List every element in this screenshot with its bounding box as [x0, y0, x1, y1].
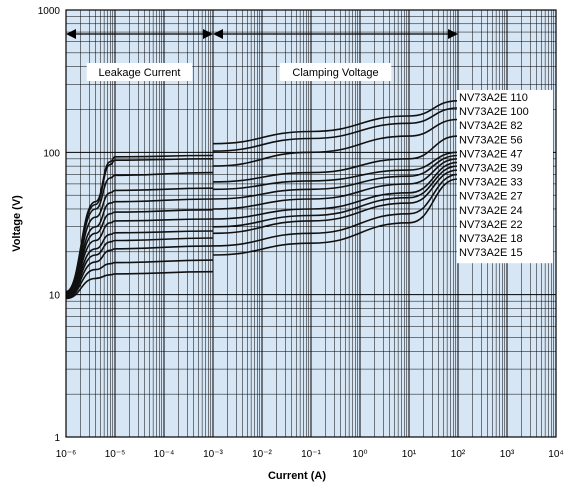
series-leakage-segment — [65, 270, 214, 300]
x-axis-title: Current (A) — [268, 470, 326, 482]
series-clamp-segment — [212, 165, 459, 228]
series-clamp-segment — [212, 100, 459, 145]
arrow-right-icon — [448, 29, 458, 39]
legend-entry: NV73A2E 27 — [459, 191, 523, 203]
series-leakage-segment — [65, 237, 214, 298]
series-clamp-segment — [212, 135, 459, 183]
series-line — [65, 135, 459, 295]
legend-entry: NV73A2E 24 — [459, 205, 523, 217]
x-tick-label: 10³ — [500, 449, 515, 460]
series-layer — [65, 100, 459, 300]
series-line — [65, 154, 459, 296]
series-line — [65, 173, 459, 299]
x-tick-label: 10¹ — [402, 449, 417, 460]
series-line — [65, 165, 459, 298]
series-clamp-segment — [212, 158, 459, 210]
series-line — [65, 118, 459, 294]
series-leakage-segment — [65, 171, 214, 294]
legend-entry: NV73A2E 39 — [459, 163, 523, 175]
y-tick-label: 1 — [54, 433, 60, 444]
region-label: Leakage Current — [99, 67, 181, 79]
series-line — [65, 161, 459, 297]
region-annotation: Clamping Voltage — [213, 29, 458, 81]
series-clamp-segment — [212, 118, 459, 167]
y-tick-label: 10 — [49, 291, 61, 302]
legend-entry: NV73A2E 47 — [459, 148, 523, 160]
legend: NV73A2E 110 NV73A2E 100 NV73A2E 82 NV73A2E … — [457, 90, 553, 264]
legend-entry: NV73A2E 82 — [459, 120, 523, 132]
x-axis-ticks: 10⁻⁶ 10⁻⁵ 10⁻⁴ 10⁻³ 10⁻² 10⁻¹ 10⁰ 10¹ 10² 10³ 10⁴ — [56, 449, 564, 460]
region-label-box — [279, 63, 392, 81]
legend-entry: NV73A2E 56 — [459, 134, 523, 146]
x-tick-label: 10⁻⁶ — [56, 449, 77, 460]
x-tick-label: 10⁰ — [352, 449, 367, 460]
series-leakage-segment — [65, 209, 214, 296]
arrow-left-icon — [66, 29, 76, 39]
legend-entry: NV73A2E 22 — [459, 219, 523, 231]
legend-entry: NV73A2E 18 — [459, 233, 523, 245]
legend-entry: NV73A2E 110 — [459, 92, 528, 104]
x-tick-label: 10⁻⁴ — [154, 449, 175, 460]
legend-entry: NV73A2E 100 — [459, 106, 529, 118]
plot-frame — [65, 9, 557, 438]
series-line — [65, 178, 459, 300]
y-axis-ticks: 1 10 100 1000 — [38, 6, 61, 444]
y-tick-label: 1000 — [38, 6, 61, 17]
series-leakage-segment — [65, 230, 214, 297]
x-tick-label: 10² — [451, 449, 466, 460]
series-clamp-segment — [212, 169, 459, 235]
arrow-left-icon — [213, 29, 223, 39]
x-tick-label: 10⁻³ — [203, 449, 223, 460]
series-clamp-segment — [212, 151, 459, 191]
region-annotations: Leakage Current Clamping Voltage — [66, 29, 458, 81]
region-label: Clamping Voltage — [292, 67, 378, 79]
region-annotation: Leakage Current — [66, 29, 213, 81]
series-leakage-segment — [65, 198, 214, 295]
series-leakage-segment — [65, 245, 214, 298]
series-line — [65, 151, 459, 295]
series-leakage-segment — [65, 187, 214, 295]
x-tick-label: 10⁴ — [548, 449, 563, 460]
x-tick-label: 10⁻¹ — [301, 449, 321, 460]
x-tick-label: 10⁻⁵ — [105, 449, 126, 460]
arrow-right-icon — [203, 29, 213, 39]
series-line — [65, 169, 459, 298]
y-tick-label: 100 — [43, 148, 60, 159]
legend-entry: NV73A2E 33 — [459, 177, 523, 189]
series-line — [65, 158, 459, 297]
series-clamp-segment — [212, 107, 459, 152]
region-label-box — [86, 63, 193, 81]
series-clamp-segment — [212, 154, 459, 200]
y-axis-title: Voltage (V) — [11, 195, 23, 252]
legend-box — [457, 90, 553, 264]
series-clamp-segment — [212, 178, 459, 256]
series-clamp-segment — [212, 161, 459, 220]
series-leakage-segment — [65, 218, 214, 297]
series-clamp-segment — [212, 173, 459, 247]
series-leakage-segment — [65, 259, 214, 299]
legend-entry: NV73A2E 15 — [459, 247, 523, 259]
x-tick-label: 10⁻² — [252, 449, 272, 460]
